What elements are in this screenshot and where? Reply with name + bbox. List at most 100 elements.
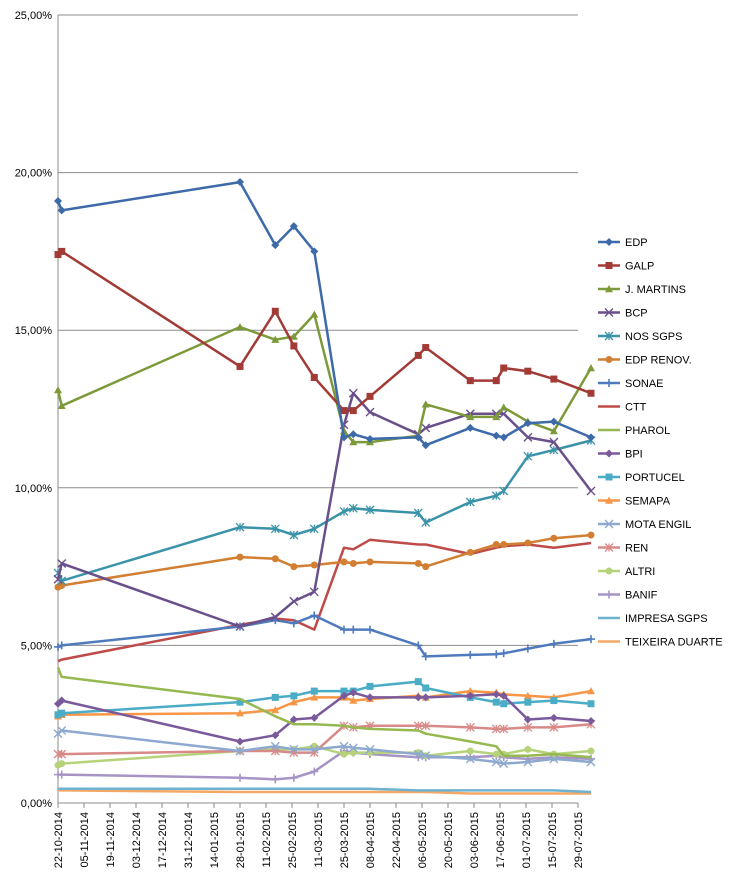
data-point [271,693,279,701]
data-point [421,423,431,433]
data-point [492,431,501,440]
data-point [289,222,298,231]
legend-label: NOS SGPS [625,331,682,343]
series-lines [53,178,596,795]
data-point [587,433,595,442]
data-point [366,392,374,400]
data-point [550,534,558,542]
data-point [349,430,358,439]
data-point [413,721,423,731]
data-point [365,744,375,754]
data-point [235,522,245,532]
data-point [310,373,318,381]
series-bcp [53,388,596,631]
legend-item: EDP RENOV. [598,355,692,367]
data-point [57,749,67,759]
data-point [349,696,358,704]
data-point [587,389,595,397]
data-point [349,438,358,446]
series-teixeira-duarte [58,789,591,795]
data-point [340,691,348,700]
data-point [365,505,375,515]
data-point [235,621,245,631]
data-point [492,698,500,706]
series-impresa-sgps [58,787,592,794]
legend-item: TEIXEIRA DUARTE [598,637,723,649]
data-point [365,407,375,417]
x-tick-label: 17-12-2014 [157,812,169,868]
data-point [605,238,613,246]
data-point [499,403,508,411]
data-point [465,722,475,732]
data-point [549,754,559,764]
data-point [54,386,62,394]
data-point [524,539,532,547]
data-point [492,412,501,421]
data-point [549,713,558,722]
legend-item: PORTUCEL [598,472,685,484]
data-point [499,649,508,658]
data-point [492,650,501,659]
data-point [58,247,66,255]
legend-label: CTT [625,402,647,414]
legend-item: ALTRI [598,566,655,578]
x-tick-label: 22-10-2014 [53,812,65,868]
data-point [549,427,558,435]
x-tick-label: 17-06-2015 [495,812,507,868]
data-point [587,364,595,372]
legend-item: BCP [598,308,648,320]
data-point [340,687,348,695]
data-point [270,741,280,751]
legend-item: BPI [598,449,643,461]
series-line [58,789,591,795]
data-point [422,563,430,571]
data-point [421,441,430,450]
data-point [271,706,280,714]
data-point [289,773,298,782]
legend-label: J. MARTINS [625,284,686,296]
data-point [349,625,358,634]
data-point [421,400,430,408]
data-point [57,206,66,215]
legend-item: CTT [598,402,647,414]
data-point [549,722,559,732]
data-point [310,611,319,620]
data-point [57,641,66,650]
data-point [349,407,357,415]
legend-item: J. MARTINS [598,284,686,296]
data-point [492,377,500,385]
data-point [500,541,508,549]
data-point [339,741,349,751]
data-point [271,307,279,315]
data-point [414,641,423,650]
data-point [549,417,558,426]
data-point [604,543,614,552]
data-point [236,698,244,706]
x-tick-label: 15-07-2015 [547,812,559,868]
data-point [57,726,67,735]
data-point [290,692,298,700]
x-tick-label: 05-11-2014 [79,812,91,867]
data-point [414,678,422,686]
data-point [366,693,374,702]
data-point [339,506,349,516]
data-point [289,715,298,724]
data-point [54,196,62,205]
data-point [605,567,613,575]
x-tick-label: 31-12-2014 [183,812,195,868]
series-pharol [56,667,592,759]
legend-label: BPI [625,449,643,461]
data-point [58,709,66,717]
data-point [605,379,613,387]
x-tick-label: 20-05-2015 [443,812,455,868]
data-point [492,541,500,549]
data-point [340,625,348,634]
data-point [236,737,244,746]
legend-item: REN [598,543,648,555]
series-line [57,614,592,658]
legend-item: EDP [598,237,648,249]
series-bpi [54,688,595,746]
data-point [310,561,318,569]
legend: EDP GALP J. MARTINS BCP NOS SGPS EDP RENOV. SO… [598,237,723,649]
data-point [586,757,596,767]
